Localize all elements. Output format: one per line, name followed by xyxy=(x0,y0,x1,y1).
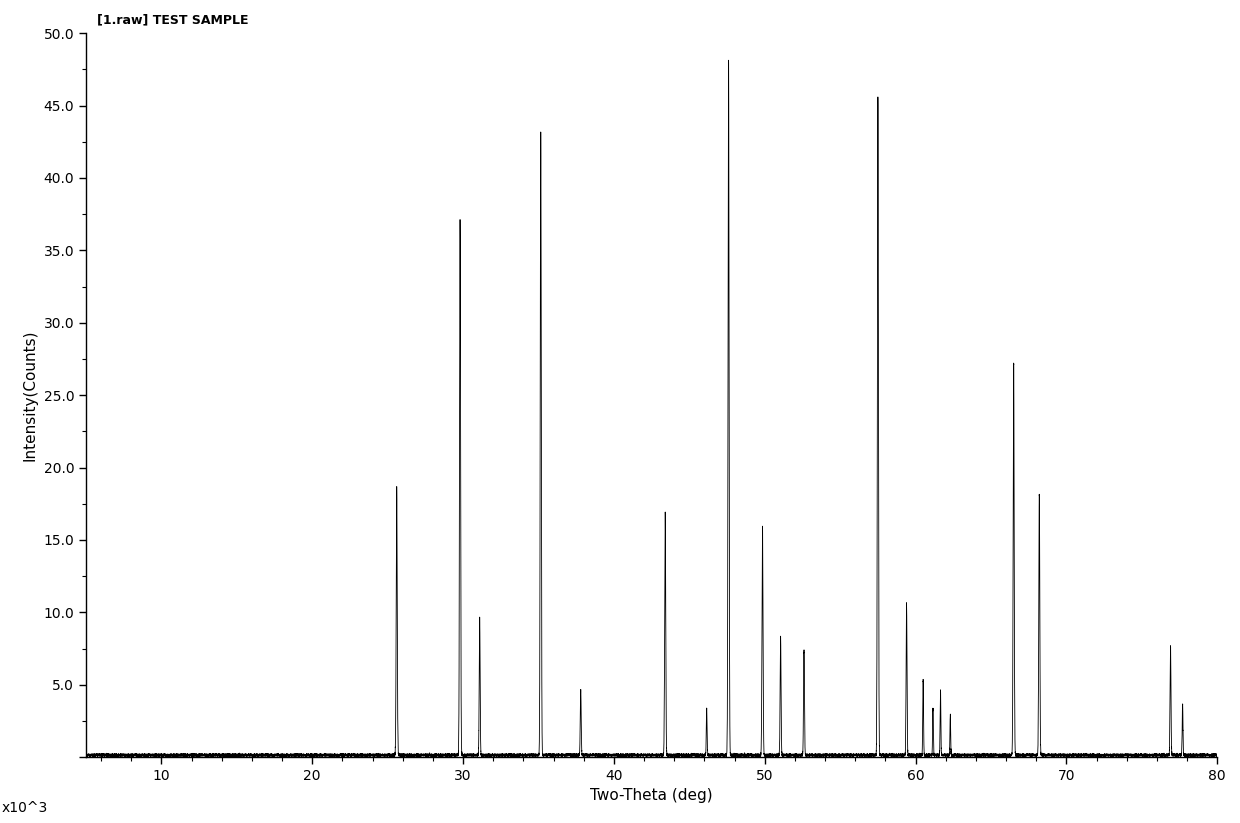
Text: [1.raw] TEST SAMPLE: [1.raw] TEST SAMPLE xyxy=(97,13,249,26)
Y-axis label: Intensity(Counts): Intensity(Counts) xyxy=(22,329,38,461)
Text: x10^3: x10^3 xyxy=(1,801,47,815)
X-axis label: Two-Theta (deg): Two-Theta (deg) xyxy=(590,788,713,803)
